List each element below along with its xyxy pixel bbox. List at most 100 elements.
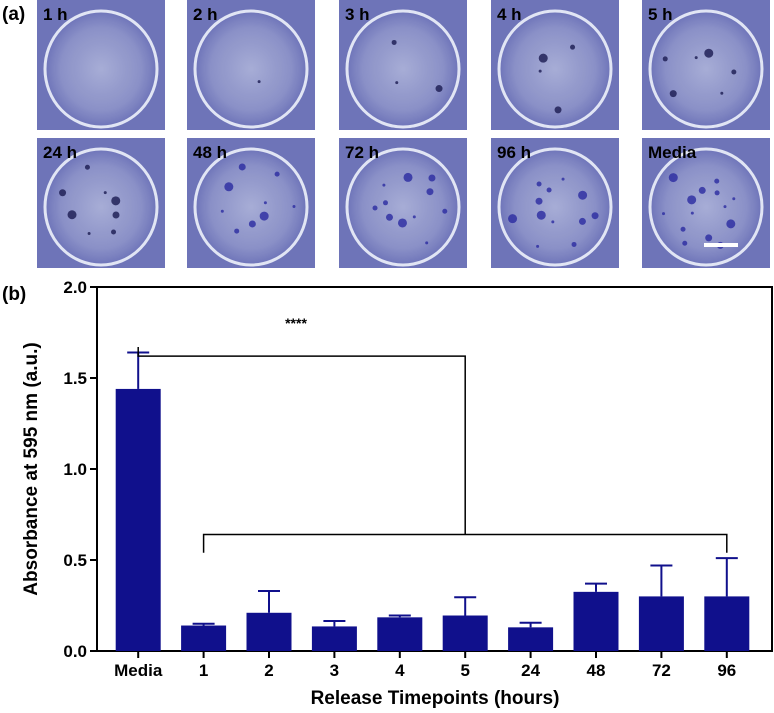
- colony: [554, 106, 562, 114]
- x-tick-label: Media: [114, 661, 163, 680]
- colony: [687, 195, 697, 205]
- image-label: 3 h: [345, 5, 370, 24]
- image-label: 5 h: [648, 5, 673, 24]
- well: [345, 147, 461, 267]
- bar: [573, 591, 619, 651]
- significance-label: ****: [285, 315, 307, 331]
- colony: [662, 212, 666, 216]
- colony: [259, 211, 269, 221]
- well: [43, 9, 159, 129]
- colony: [292, 204, 296, 208]
- x-tick-label: 3: [330, 661, 339, 680]
- x-tick-label: 72: [652, 661, 671, 680]
- well: [648, 147, 764, 267]
- bar: [377, 617, 423, 651]
- y-tick-label: 2.0: [63, 278, 87, 297]
- y-tick-label: 0.0: [63, 642, 87, 661]
- well-image: 4 h: [491, 0, 619, 130]
- well: [345, 9, 461, 129]
- colony: [704, 48, 714, 58]
- panel-label: (b): [2, 284, 26, 305]
- well: [648, 9, 764, 129]
- colony: [690, 211, 694, 215]
- colony: [263, 201, 267, 205]
- well-image: 1 h: [37, 0, 165, 130]
- image-label: 72 h: [345, 143, 379, 162]
- image-label: 2 h: [193, 5, 218, 24]
- well-image: 2 h: [187, 0, 315, 130]
- colony: [385, 213, 393, 221]
- colony: [536, 244, 540, 248]
- well: [193, 9, 309, 129]
- colony: [372, 205, 378, 211]
- image-label: 4 h: [497, 5, 522, 24]
- colony: [224, 182, 234, 192]
- x-tick-label: 48: [587, 661, 606, 680]
- colony: [680, 226, 686, 232]
- image-label: 1 h: [43, 5, 68, 24]
- colony: [723, 205, 727, 209]
- colony: [536, 210, 546, 220]
- well-image: 48 h: [187, 138, 315, 268]
- colony: [428, 174, 436, 182]
- colony: [84, 164, 90, 170]
- colony: [732, 197, 736, 201]
- well-image: 24 h: [37, 138, 165, 268]
- colony: [435, 85, 443, 93]
- colony: [238, 163, 246, 171]
- colony: [546, 187, 552, 193]
- image-label: 48 h: [193, 143, 227, 162]
- colony: [220, 209, 224, 213]
- colony: [112, 211, 120, 219]
- bar: [508, 627, 554, 651]
- colony: [536, 181, 542, 187]
- colony: [591, 212, 599, 220]
- well: [43, 147, 159, 267]
- colony: [425, 241, 429, 245]
- image-label: 96 h: [497, 143, 531, 162]
- colony: [382, 183, 386, 187]
- colony: [403, 172, 413, 182]
- colony: [668, 173, 678, 183]
- colony: [578, 217, 586, 225]
- colony: [731, 69, 737, 75]
- x-axis-title: Release Timepoints (hours): [311, 688, 560, 709]
- colony: [87, 231, 91, 235]
- colony: [257, 80, 261, 84]
- colony: [391, 39, 397, 45]
- well-image: 96 h: [491, 138, 619, 268]
- colony: [535, 197, 543, 205]
- significance-bracket: [202, 533, 728, 553]
- colony: [726, 219, 736, 229]
- colony: [111, 196, 121, 206]
- well: [497, 147, 613, 267]
- colony: [551, 220, 555, 224]
- x-tick-label: 96: [717, 661, 736, 680]
- well-image: 5 h: [642, 0, 770, 130]
- well: [497, 9, 613, 129]
- colony: [705, 234, 713, 242]
- significance-bracket: [137, 347, 466, 535]
- colony: [426, 188, 434, 196]
- bar: [311, 626, 357, 651]
- colony: [538, 53, 548, 63]
- colony: [561, 177, 565, 181]
- bar: [704, 596, 750, 651]
- x-tick-label: 5: [460, 661, 469, 680]
- image-label: 24 h: [43, 143, 77, 162]
- well-image: 72 h: [339, 138, 467, 268]
- colony: [538, 69, 542, 73]
- colony: [67, 210, 77, 220]
- colony: [669, 90, 677, 98]
- colony: [578, 190, 588, 200]
- x-tick-label: 4: [395, 661, 405, 680]
- y-tick-label: 1.5: [63, 369, 87, 388]
- bar: [181, 625, 227, 651]
- colony: [59, 189, 67, 197]
- image-label: Media: [648, 143, 697, 162]
- colony: [111, 229, 117, 235]
- well-image: Media: [642, 138, 770, 268]
- colony: [248, 220, 256, 228]
- colony: [662, 56, 668, 62]
